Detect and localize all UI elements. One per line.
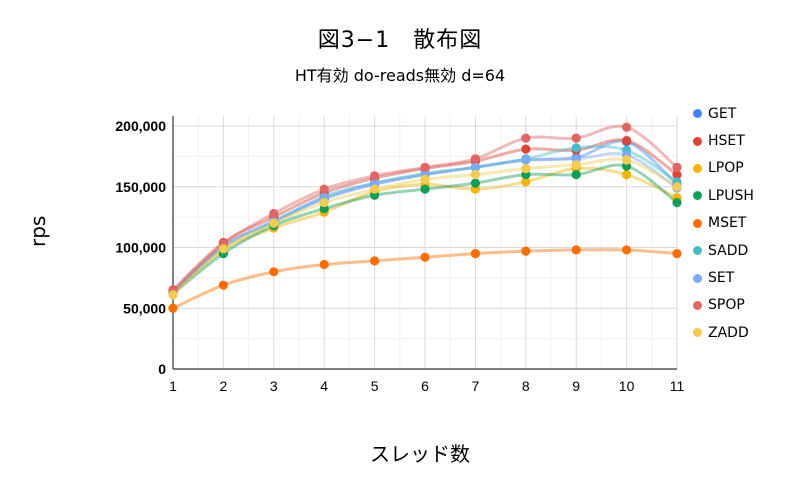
point-spop: [319, 184, 329, 194]
point-sadd: [571, 143, 581, 153]
x-tick-label: 6: [421, 378, 429, 394]
point-lpop: [622, 170, 632, 180]
legend-label: SADD: [708, 242, 749, 259]
point-set: [521, 155, 531, 165]
point-lpush: [470, 178, 480, 188]
point-spop: [420, 162, 430, 172]
legend-marker-icon: [693, 328, 702, 338]
point-zadd: [672, 182, 682, 192]
point-mset: [672, 248, 682, 259]
point-zadd: [571, 160, 581, 170]
x-tick-label: 1: [169, 378, 177, 394]
chart-subtitle: HT有効 do-reads無効 d=64: [294, 66, 506, 85]
point-spop: [370, 171, 380, 181]
point-spop: [672, 162, 682, 172]
legend-item-lpush[interactable]: LPUSH: [693, 182, 754, 209]
point-mset: [521, 246, 531, 256]
legend-marker-icon: [693, 246, 702, 256]
point-spop: [622, 122, 632, 132]
point-zadd: [370, 184, 380, 194]
legend: GET HSET LPOP LPUSH MSET SADD SET SPOP ZADD: [693, 100, 754, 347]
point-spop: [269, 208, 279, 219]
legend-item-set[interactable]: SET: [693, 264, 754, 291]
y-tick-label: 50,000: [123, 300, 166, 316]
x-tick-label: 10: [619, 378, 635, 394]
legend-label: SET: [708, 270, 735, 287]
legend-item-sadd[interactable]: SADD: [693, 237, 754, 264]
point-hset: [672, 170, 682, 180]
point-spop: [521, 133, 531, 143]
point-mset: [622, 245, 632, 255]
point-zadd: [168, 290, 178, 300]
point-mset: [370, 256, 380, 266]
legend-label: LPUSH: [708, 187, 754, 204]
point-zadd: [420, 174, 430, 185]
legend-item-mset[interactable]: MSET: [693, 210, 754, 237]
legend-marker-icon: [693, 191, 702, 201]
legend-label: LPOP: [708, 160, 744, 177]
legend-marker-icon: [693, 273, 702, 283]
point-mset: [319, 259, 329, 270]
legend-marker-icon: [693, 109, 702, 119]
axis-ticks: 0 50,000 100,000 150,000 200,000 1 2 3 4 5 6 7 8 9 10 1…: [115, 118, 684, 394]
point-mset: [269, 267, 279, 277]
legend-item-lpop[interactable]: LPOP: [693, 155, 754, 182]
point-set: [470, 162, 480, 172]
legend-label: SPOP: [708, 297, 745, 314]
legend-label: GET: [708, 105, 737, 122]
x-tick-label: 3: [270, 378, 278, 394]
legend-item-hset[interactable]: HSET: [693, 127, 754, 154]
point-lpush: [420, 184, 430, 194]
x-tick-label: 5: [371, 378, 379, 394]
point-lpush: [672, 197, 682, 208]
point-hset: [521, 144, 531, 154]
point-mset: [168, 303, 178, 313]
point-mset: [218, 280, 228, 290]
point-zadd: [622, 155, 632, 165]
point-zadd: [218, 244, 228, 254]
y-tick-label: 100,000: [115, 240, 166, 256]
chart-title: 図3−1 散布図: [317, 28, 483, 53]
x-tick-label: 2: [220, 378, 228, 394]
y-tick-label: 200,000: [115, 118, 166, 134]
x-tick-label: 11: [670, 378, 685, 394]
legend-label: MSET: [708, 215, 747, 232]
x-tick-label: 8: [522, 378, 530, 394]
point-mset: [571, 245, 581, 255]
grid: [172, 116, 678, 370]
y-tick-label: 0: [158, 361, 166, 377]
legend-item-get[interactable]: GET: [693, 100, 754, 127]
point-mset: [420, 252, 430, 262]
y-tick-label: 150,000: [115, 179, 166, 195]
point-zadd: [269, 218, 279, 228]
data-points: [168, 122, 682, 313]
legend-marker-icon: [693, 136, 702, 146]
point-zadd: [470, 170, 480, 180]
point-zadd: [521, 163, 531, 174]
legend-marker-icon: [693, 300, 702, 310]
legend-marker-icon: [693, 163, 702, 173]
legend-label: ZADD: [708, 324, 749, 341]
legend-marker-icon: [693, 218, 702, 228]
x-axis-label: スレッド数: [370, 442, 470, 466]
point-zadd: [319, 197, 329, 208]
point-spop: [470, 154, 480, 164]
x-tick-label: 9: [572, 378, 580, 394]
legend-label: HSET: [708, 133, 745, 150]
point-mset: [470, 248, 480, 259]
legend-item-spop[interactable]: SPOP: [693, 292, 754, 319]
point-lpop: [521, 177, 531, 187]
x-tick-label: 4: [320, 378, 328, 394]
point-lpush: [571, 170, 581, 180]
x-tick-label: 7: [472, 378, 480, 394]
point-spop: [571, 133, 581, 143]
point-hset: [622, 135, 632, 146]
legend-item-zadd[interactable]: ZADD: [693, 319, 754, 346]
